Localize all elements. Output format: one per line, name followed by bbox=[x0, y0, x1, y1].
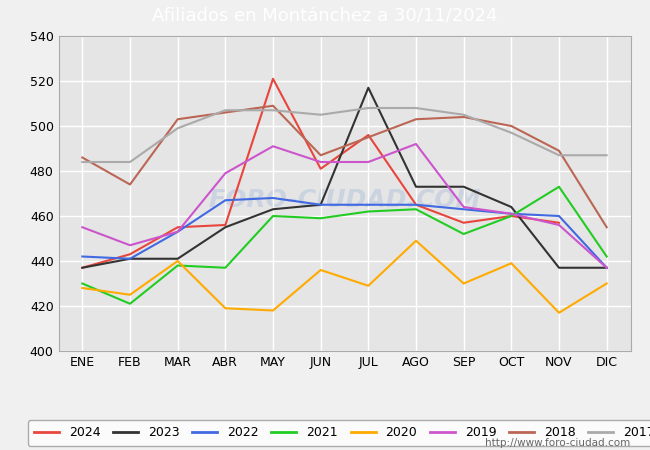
Text: FORO-CIUDAD.COM: FORO-CIUDAD.COM bbox=[208, 188, 481, 212]
Text: Afiliados en Montánchez a 30/11/2024: Afiliados en Montánchez a 30/11/2024 bbox=[152, 8, 498, 26]
Text: http://www.foro-ciudad.com: http://www.foro-ciudad.com bbox=[486, 438, 630, 448]
Legend: 2024, 2023, 2022, 2021, 2020, 2019, 2018, 2017: 2024, 2023, 2022, 2021, 2020, 2019, 2018… bbox=[28, 420, 650, 446]
